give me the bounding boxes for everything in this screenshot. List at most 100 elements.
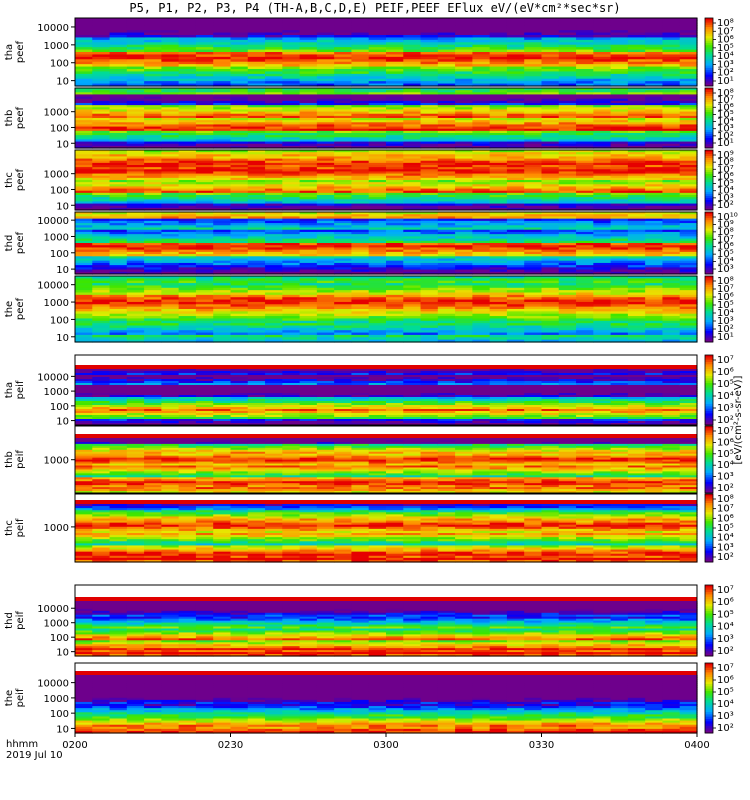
heatmap-cell bbox=[351, 301, 370, 305]
heatmap-cell bbox=[403, 109, 422, 113]
heatmap-cell bbox=[334, 190, 353, 194]
heatmap-cell bbox=[282, 278, 301, 282]
heatmap-cell bbox=[524, 256, 543, 260]
heatmap-cell bbox=[437, 280, 456, 284]
heatmap-cell bbox=[368, 339, 387, 343]
heatmap-cell bbox=[420, 327, 439, 331]
heatmap-cell bbox=[75, 184, 93, 188]
heatmap-cell bbox=[645, 66, 664, 70]
heatmap-cell bbox=[92, 171, 111, 175]
heatmap-cell bbox=[126, 223, 145, 226]
heatmap-cell bbox=[75, 156, 93, 160]
heatmap-cell bbox=[437, 330, 456, 334]
heatmap-cell bbox=[386, 216, 404, 220]
heatmap-cell bbox=[178, 111, 197, 115]
heatmap-cell bbox=[334, 236, 353, 240]
heatmap-cell bbox=[299, 258, 318, 262]
heatmap-cell bbox=[213, 212, 232, 215]
heatmap-cell bbox=[645, 94, 664, 98]
heatmap-cell bbox=[420, 162, 439, 166]
heatmap-cell bbox=[75, 27, 93, 31]
heatmap-cell bbox=[351, 247, 370, 251]
heatmap-cell bbox=[437, 54, 456, 58]
heatmap-cell bbox=[386, 203, 404, 207]
heatmap-cell bbox=[265, 306, 283, 310]
heatmap-cell bbox=[230, 278, 249, 282]
heatmap-cell bbox=[351, 78, 370, 82]
heatmap-cell bbox=[282, 158, 301, 162]
heatmap-cell bbox=[195, 35, 214, 39]
heatmap-cell bbox=[403, 318, 422, 322]
heatmap-cell bbox=[489, 56, 508, 60]
heatmap-cell bbox=[489, 120, 508, 123]
heatmap-cell bbox=[420, 297, 439, 301]
heatmap-cell bbox=[316, 199, 335, 203]
heatmap-cell bbox=[282, 73, 301, 77]
heatmap-cell bbox=[593, 107, 612, 111]
heatmap-cell bbox=[437, 109, 456, 113]
heatmap-cell bbox=[541, 81, 560, 85]
heatmap-cell bbox=[403, 313, 422, 317]
heatmap-cell bbox=[610, 256, 629, 260]
heatmap-cell bbox=[351, 316, 370, 320]
heatmap-cell bbox=[472, 154, 491, 158]
heatmap-cell bbox=[265, 320, 283, 324]
heatmap-cell bbox=[334, 150, 353, 153]
heatmap-cell bbox=[576, 37, 594, 41]
heatmap-cell bbox=[126, 299, 145, 303]
heatmap-cell bbox=[334, 96, 353, 100]
heatmap-cell bbox=[386, 262, 404, 266]
heatmap-cell bbox=[265, 186, 283, 190]
heatmap-cell bbox=[213, 229, 232, 233]
heatmap-cell bbox=[472, 280, 491, 284]
heatmap-cell bbox=[558, 327, 577, 331]
heatmap-cell bbox=[386, 42, 404, 46]
heatmap-cell bbox=[506, 247, 525, 251]
heatmap-cell bbox=[455, 262, 473, 266]
heatmap-cell bbox=[299, 100, 318, 104]
heatmap-cell bbox=[403, 238, 422, 242]
heatmap-cell bbox=[593, 35, 612, 39]
heatmap-cell bbox=[506, 96, 525, 100]
heatmap-cell bbox=[541, 327, 560, 331]
heatmap-cell bbox=[299, 207, 318, 211]
heatmap-cell bbox=[420, 330, 439, 334]
heatmap-cell bbox=[230, 251, 249, 255]
heatmap-cell bbox=[541, 283, 560, 287]
heatmap-cell bbox=[558, 27, 577, 31]
heatmap-cell bbox=[610, 195, 629, 198]
heatmap-cell bbox=[178, 292, 197, 296]
heatmap-cell bbox=[437, 207, 456, 211]
heatmap-cell bbox=[126, 316, 145, 320]
heatmap-cell bbox=[178, 197, 197, 200]
heatmap-cell bbox=[230, 160, 249, 164]
heatmap-cell bbox=[282, 167, 301, 170]
heatmap-cell bbox=[558, 171, 577, 175]
heatmap-cell bbox=[403, 167, 422, 170]
heatmap-cell bbox=[351, 334, 370, 338]
heatmap-cell bbox=[195, 133, 214, 136]
heatmap-cell bbox=[541, 94, 560, 98]
heatmap-cell bbox=[282, 327, 301, 331]
heatmap-cell bbox=[126, 160, 145, 164]
heatmap-cell bbox=[178, 254, 197, 257]
heatmap-cell bbox=[368, 118, 387, 121]
heatmap-cell bbox=[351, 182, 370, 185]
heatmap-cell bbox=[368, 64, 387, 68]
heatmap-cell bbox=[195, 271, 214, 275]
heatmap-cell bbox=[368, 292, 387, 296]
heatmap-cell bbox=[126, 180, 145, 183]
heatmap-cell bbox=[247, 254, 266, 257]
heatmap-cell bbox=[316, 301, 335, 305]
heatmap-cell bbox=[558, 152, 577, 155]
heatmap-cell bbox=[351, 83, 370, 87]
heatmap-cell bbox=[195, 327, 214, 331]
heatmap-cell bbox=[541, 234, 560, 237]
heatmap-cell bbox=[213, 260, 232, 264]
heatmap-cell bbox=[506, 173, 525, 177]
heatmap-cell bbox=[316, 141, 335, 145]
heatmap-cell bbox=[403, 37, 422, 41]
heatmap-cell bbox=[265, 238, 283, 242]
heatmap-cell bbox=[75, 276, 93, 279]
heatmap-cell bbox=[247, 313, 266, 317]
